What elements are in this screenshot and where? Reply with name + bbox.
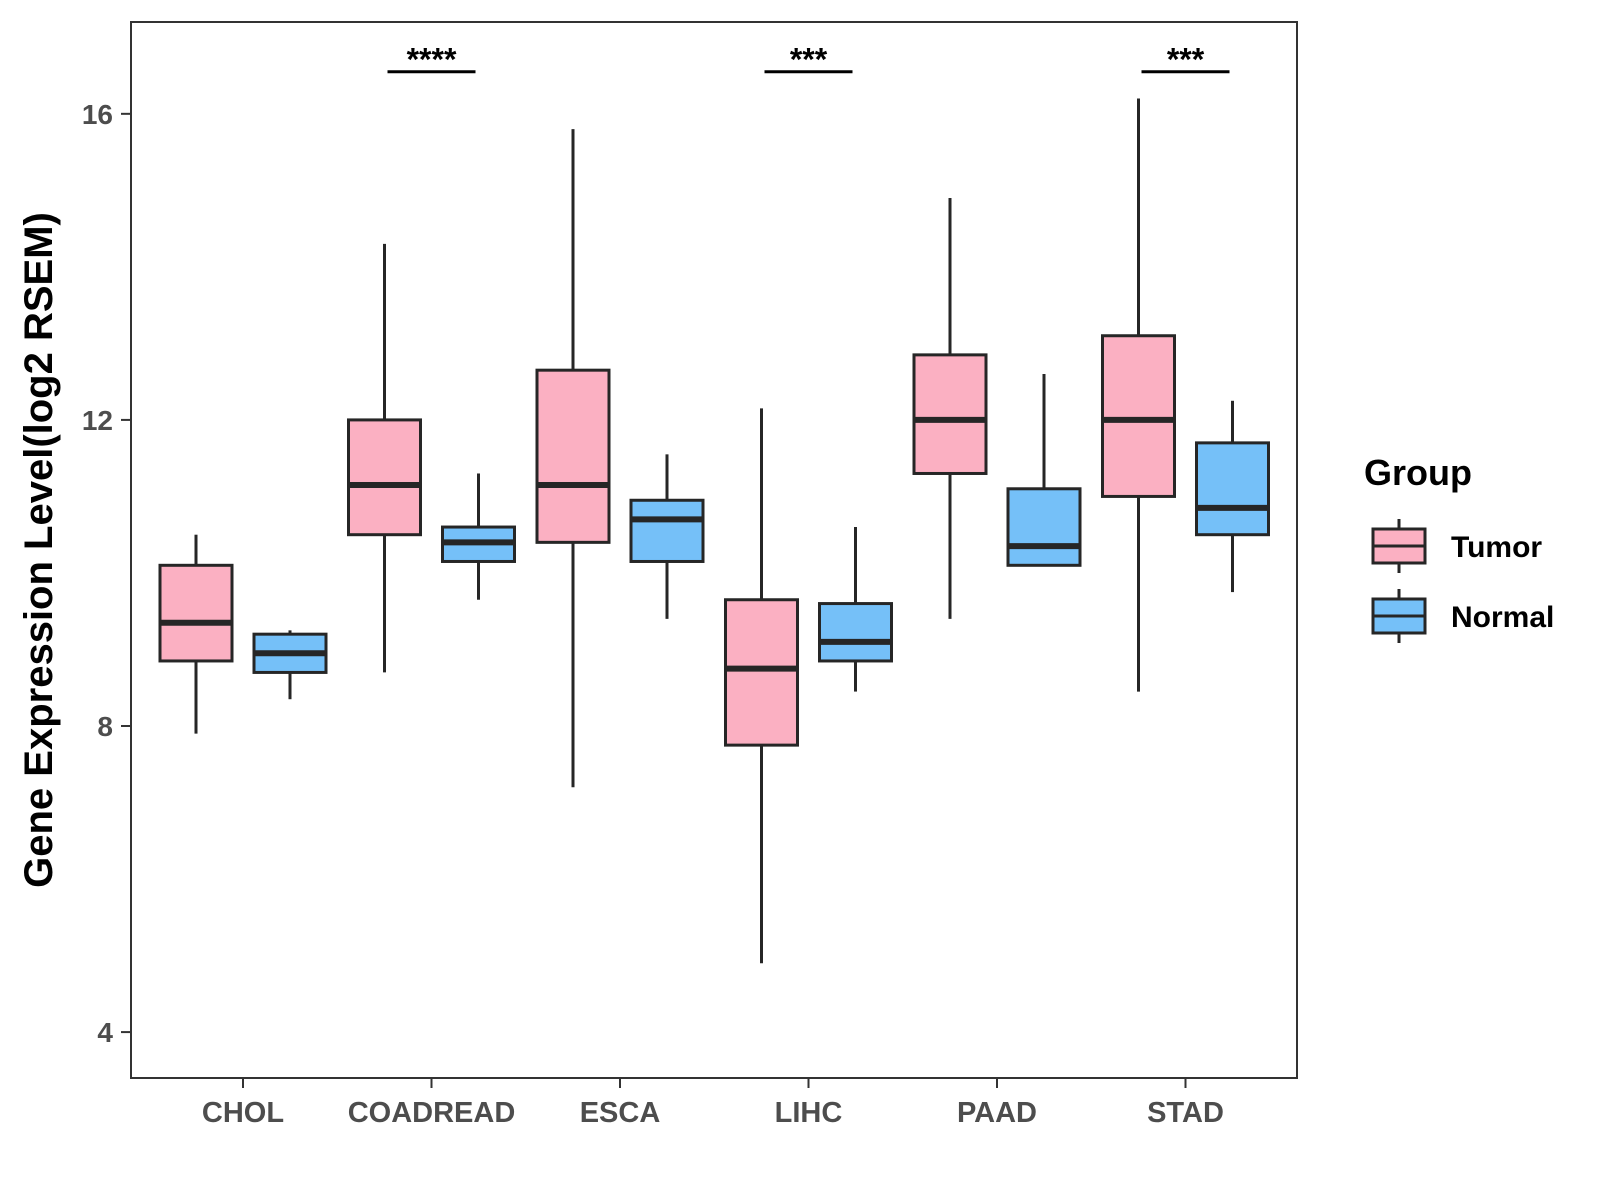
x-tick-label-stad: STAD [1147,1097,1224,1129]
axes: 4 8 12 16 CHOL COADREAD ESCA LIHC PAAD STAD [82,99,1224,1129]
legend-key-normal [1371,589,1427,643]
legend-label-normal: Normal [1451,601,1554,634]
x-tick-label-coadread: COADREAD [348,1097,516,1129]
significance-label-coadread: **** [407,42,457,78]
y-tick-label-8: 8 [97,711,113,742]
legend-key-tumor [1371,519,1427,573]
box-esca-normal [629,454,705,619]
box-body-lihc-tumor [724,598,799,747]
y-tick-label-4: 4 [97,1017,113,1048]
box-esca-tumor [535,129,611,788]
box-coadread-normal [441,473,516,600]
box-lihc-normal [818,527,893,692]
y-tick-label-16: 16 [82,99,113,130]
box-body-chol-tumor [158,563,234,663]
box-body-paad-tumor [912,353,988,475]
significance-label-stad: *** [1167,42,1205,78]
x-tick-label-chol: CHOL [202,1097,284,1129]
box-stad-normal [1195,400,1270,593]
box-lihc-tumor [724,408,799,964]
plot-panel [130,21,1298,1079]
box-stad-tumor [1101,98,1176,692]
plot-marks: **** *** *** [158,42,1270,964]
box-paad-tumor [912,198,988,619]
box-coadread-tumor [347,243,422,673]
box-paad-normal [1006,374,1082,567]
y-axis-title: Gene Expression Level(log2 RSEM) [17,212,61,888]
box-body-stad-tumor [1101,334,1176,498]
legend-label-tumor: Tumor [1451,531,1542,564]
y-tick-label-12: 12 [82,405,113,436]
box-body-paad-normal [1006,487,1082,567]
box-body-stad-normal [1195,441,1270,537]
box-body-lihc-normal [818,602,893,663]
box-body-esca-normal [629,498,705,563]
box-chol-normal [252,630,328,700]
legend: Group Tumor Normal [1364,452,1554,643]
significance-label-lihc: *** [790,42,828,78]
box-chol-tumor [158,534,234,734]
x-tick-label-esca: ESCA [580,1097,661,1129]
x-tick-label-paad: PAAD [957,1097,1037,1129]
box-body-esca-tumor [535,368,611,544]
x-tick-label-lihc: LIHC [775,1097,843,1129]
box-body-coadread-tumor [347,418,422,537]
legend-title: Group [1364,452,1472,493]
